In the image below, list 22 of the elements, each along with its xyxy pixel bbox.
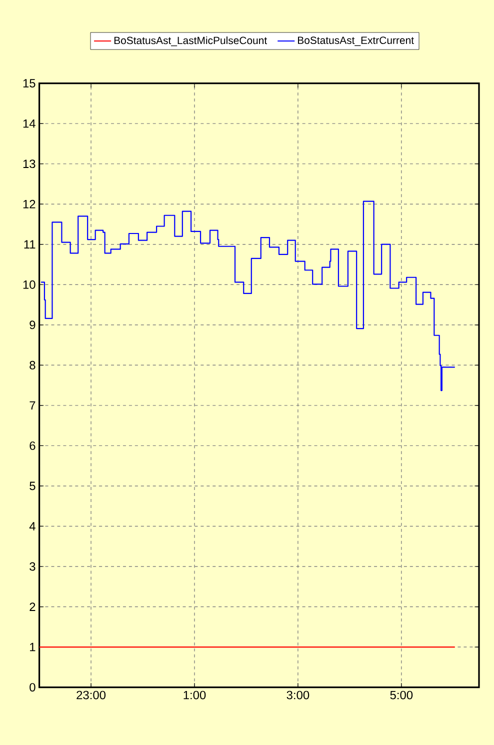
y-tick-label: 13 [23,160,36,168]
y-tick-label: 15 [23,79,36,88]
y-tick-label: 4 [29,522,36,530]
y-tick-label: 9 [30,320,36,330]
y-tick-label: 12 [23,200,36,208]
legend-label: BoStatusAst_LastMicPulseCount [114,36,268,46]
y-tick-label: 14 [23,119,36,128]
y-tick-label: 10 [23,280,36,289]
x-tick-label: 1:00 [184,690,206,700]
x-tick-label: 3:00 [286,690,310,700]
y-tick-label: 0 [30,683,36,692]
legend-label: BoStatusAst_ExtrCurrent [298,36,414,46]
x-tick-label: 5:00 [390,690,413,700]
y-tick-label: 7 [30,401,36,410]
y-tick-label: 5 [30,482,36,490]
y-tick-label: 1 [30,642,36,652]
y-tick-label: 6 [30,441,36,450]
y-tick-label: 8 [30,360,36,370]
x-tick-label: 23:00 [76,690,106,700]
y-tick-label: 11 [24,240,36,248]
y-tick-label: 3 [30,562,36,571]
y-tick-label: 2 [30,602,36,611]
